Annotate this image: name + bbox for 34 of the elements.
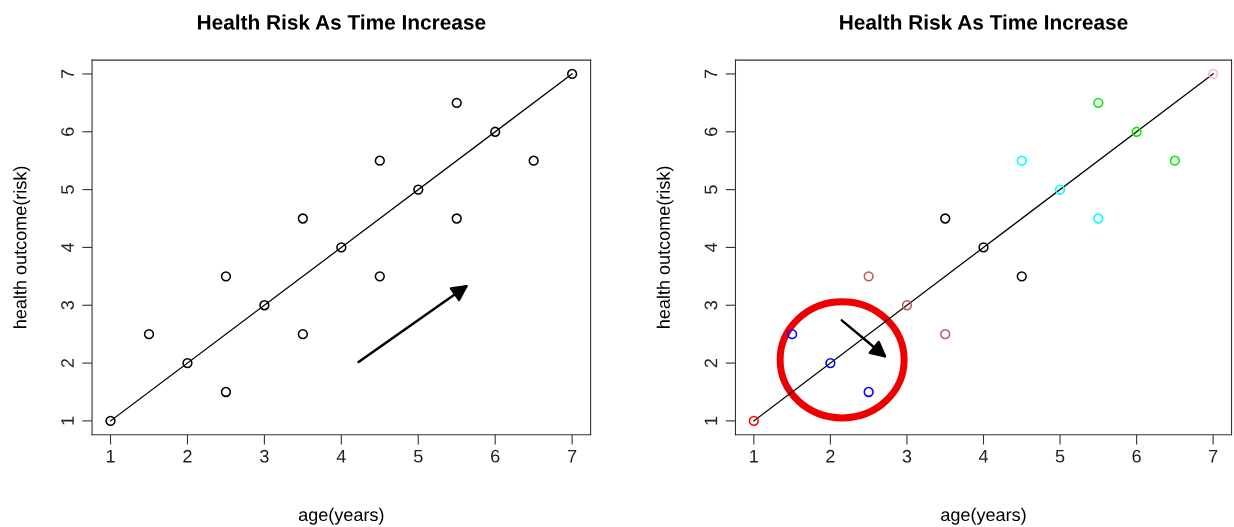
y-axis-title: health outcome(risk) xyxy=(656,166,674,328)
y-tick-label: 2 xyxy=(704,358,718,368)
y-tick-label: 1 xyxy=(704,416,718,425)
x-tick-label: 1 xyxy=(750,450,758,463)
y-tick-label: 7 xyxy=(704,69,718,79)
chart-title: Health Risk As Time Increase xyxy=(197,14,486,30)
x-axis-title: age(years) xyxy=(941,507,1026,525)
y-tick-label: 3 xyxy=(704,301,718,310)
x-tick-label: 2 xyxy=(826,449,835,463)
x-tick-label: 4 xyxy=(978,450,988,463)
x-tick-label: 7 xyxy=(1209,450,1218,463)
x-tick-label: 1 xyxy=(106,450,115,463)
x-tick-label: 5 xyxy=(413,450,423,463)
y-tick-label: 4 xyxy=(704,242,718,253)
y-tick-label: 6 xyxy=(704,127,718,136)
x-tick-label: 3 xyxy=(902,449,912,463)
y-tick-label: 4 xyxy=(61,242,74,253)
chart-title: Health Risk As Time Increase xyxy=(840,14,1128,30)
y-tick-label: 5 xyxy=(61,185,74,194)
x-tick-label: 3 xyxy=(260,449,269,463)
x-axis-title: age(years) xyxy=(298,507,384,525)
x-tick-label: 6 xyxy=(491,449,500,463)
x-tick-label: 2 xyxy=(183,449,192,463)
y-tick-label: 7 xyxy=(61,69,74,79)
x-tick-label: 4 xyxy=(336,450,346,463)
x-tick-label: 7 xyxy=(568,450,577,463)
y-tick-label: 6 xyxy=(61,127,74,136)
y-tick-label: 2 xyxy=(61,358,74,368)
y-tick-label: 1 xyxy=(61,416,74,425)
y-tick-label: 5 xyxy=(704,185,718,194)
y-tick-label: 3 xyxy=(61,301,74,310)
x-tick-label: 6 xyxy=(1132,449,1141,463)
y-axis-title: health outcome(risk) xyxy=(13,166,31,328)
x-tick-label: 5 xyxy=(1055,450,1065,463)
